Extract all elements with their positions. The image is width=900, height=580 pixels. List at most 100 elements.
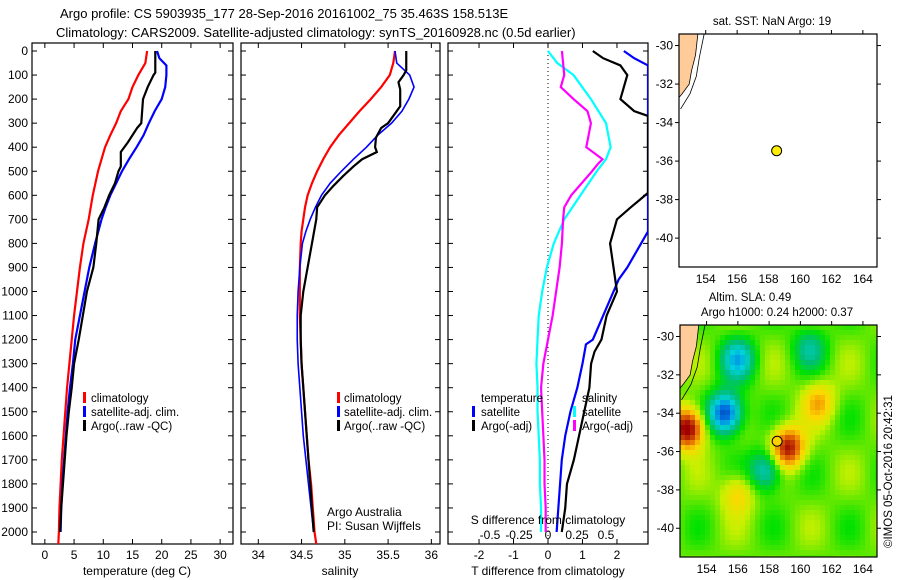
sla-cell [750, 410, 755, 415]
sla-cell [735, 555, 740, 557]
sla-cell [825, 535, 830, 540]
sla-cell [870, 375, 875, 380]
sla-cell [680, 410, 685, 415]
sla-cell [835, 435, 840, 440]
sla-cell [775, 490, 780, 495]
sla-cell [840, 335, 845, 340]
sla-cell [715, 520, 720, 525]
sla-cell [780, 395, 785, 400]
sla-cell [700, 420, 705, 425]
sla-cell [730, 415, 735, 420]
sla-cell [750, 355, 755, 360]
sla-cell [855, 555, 860, 557]
sla-cell [820, 350, 825, 355]
sla-cell [745, 515, 750, 520]
sla-cell [840, 475, 845, 480]
sla-cell [695, 340, 700, 345]
sla-cell [825, 475, 830, 480]
sla-cell [735, 380, 740, 385]
s-tick-label: 0.5 [598, 528, 615, 542]
sla-cell [805, 510, 810, 515]
sla-cell [825, 550, 830, 555]
sla-cell [850, 325, 855, 330]
sla-cell [730, 470, 735, 475]
sla-cell [680, 460, 685, 465]
sla-cell [840, 330, 845, 335]
sla-cell [795, 350, 800, 355]
sla-cell [855, 490, 860, 495]
sla-cell [710, 490, 715, 495]
sla-cell [860, 385, 865, 390]
sla-cell [875, 530, 877, 535]
sla-cell [730, 550, 735, 555]
sla-cell [860, 435, 865, 440]
sla-cell [815, 525, 820, 530]
sla-cell [755, 490, 760, 495]
sla-cell [725, 495, 730, 500]
sla-cell [865, 415, 870, 420]
sla-cell [820, 360, 825, 365]
sla-cell [840, 325, 845, 330]
sla-cell [780, 450, 785, 455]
sla-cell [690, 475, 695, 480]
sla-cell [685, 385, 690, 390]
sla-cell [845, 530, 850, 535]
sla-cell [695, 485, 700, 490]
sla-cell [770, 430, 775, 435]
sla-cell [695, 415, 700, 420]
sla-cell [845, 350, 850, 355]
sla-cell [845, 490, 850, 495]
sla-cell [825, 350, 830, 355]
sla-cell [815, 455, 820, 460]
sla-cell [710, 405, 715, 410]
sla-cell [715, 545, 720, 550]
imos-credit: ©IMOS 05-Oct-2016 20:42:31 [883, 395, 895, 548]
sla-cell [875, 535, 877, 540]
sla-cell [855, 350, 860, 355]
sla-cell [735, 545, 740, 550]
sla-cell [875, 480, 877, 485]
sla-cell [850, 470, 855, 475]
sla-cell [790, 445, 795, 450]
sla-cell [775, 520, 780, 525]
sla-cell [685, 485, 690, 490]
sla-cell [855, 505, 860, 510]
sla-cell [755, 545, 760, 550]
sla-cell [850, 485, 855, 490]
sla-cell [705, 525, 710, 530]
sla-cell [815, 430, 820, 435]
sla-cell [760, 335, 765, 340]
sla-cell [725, 340, 730, 345]
sla-cell [755, 550, 760, 555]
sla-cell [835, 530, 840, 535]
sla-cell [795, 520, 800, 525]
sla-cell [790, 395, 795, 400]
sla-cell [845, 495, 850, 500]
sla-cell [855, 375, 860, 380]
sla-cell [820, 500, 825, 505]
sla-cell [770, 485, 775, 490]
sla-cell [745, 540, 750, 545]
sla-cell [715, 480, 720, 485]
y-tick-label: 1000 [1, 285, 28, 299]
sla-cell [855, 330, 860, 335]
sla-cell [740, 435, 745, 440]
sla-cell [780, 485, 785, 490]
sla-cell [790, 435, 795, 440]
sla-cell [765, 470, 770, 475]
sla-cell [725, 345, 730, 350]
sla-cell [865, 360, 870, 365]
sla-cell [830, 420, 835, 425]
sla-cell [790, 325, 795, 330]
sla-cell [795, 440, 800, 445]
sla-cell [690, 400, 695, 405]
sla-cell [835, 475, 840, 480]
sla-cell [855, 355, 860, 360]
sla-cell [725, 375, 730, 380]
sla-cell [705, 460, 710, 465]
sla-cell [710, 445, 715, 450]
sla-cell [780, 535, 785, 540]
sla-cell [730, 515, 735, 520]
sla-cell [740, 555, 745, 557]
